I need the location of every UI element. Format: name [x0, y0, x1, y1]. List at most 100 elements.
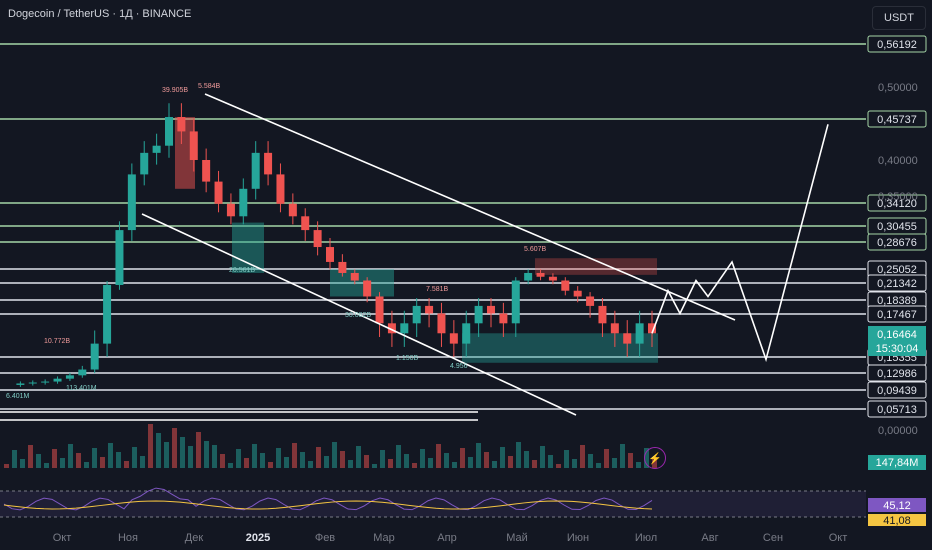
- volume-bar: [396, 445, 401, 468]
- volume-bar: [132, 447, 137, 468]
- volume-bar: [276, 448, 281, 468]
- volume-bar: [508, 456, 513, 468]
- candle-body: [375, 296, 384, 324]
- volume-bar: [244, 458, 249, 468]
- volume-bar: [516, 442, 521, 468]
- volume-bar: [588, 454, 593, 468]
- rsi-label: 45,12: [883, 500, 911, 512]
- volume-bar: [420, 449, 425, 468]
- candle-body: [573, 290, 582, 297]
- volume-bar: [348, 460, 353, 468]
- volume-bar: [84, 462, 89, 468]
- candle-body: [264, 152, 273, 175]
- rsi-line: [3, 487, 653, 511]
- rsi-band: [0, 491, 866, 517]
- candle-body: [16, 383, 25, 385]
- volume-bar: [28, 445, 33, 468]
- price-level-label: 0,09439: [877, 385, 917, 397]
- demand-zone: [232, 222, 264, 273]
- volume-box: [868, 455, 926, 470]
- lightning-icon[interactable]: ⚡: [644, 447, 666, 469]
- volume-bar: [324, 456, 329, 468]
- volume-bar: [316, 447, 321, 468]
- x-tick-label: Апр: [437, 532, 456, 544]
- volume-bar: [356, 446, 361, 468]
- volume-bar: [172, 428, 177, 468]
- candle-body: [635, 323, 644, 344]
- volume-bar: [596, 463, 601, 468]
- y-tick-label: 0,35000: [878, 191, 918, 203]
- candle-body: [65, 375, 74, 379]
- x-tick-label: Окт: [829, 532, 848, 544]
- price-level-box: [867, 35, 927, 53]
- current-price-label: 0,16464: [877, 329, 917, 341]
- volume-bar: [140, 456, 145, 468]
- x-tick-label: 2025: [246, 532, 270, 544]
- y-tick-label: 0,00000: [878, 425, 918, 437]
- price-level-box: [867, 400, 927, 418]
- volume-bar: [572, 459, 577, 468]
- chart-title: Dogecoin / TetherUS · 1Д · BINANCE: [8, 8, 192, 20]
- candle-body: [338, 261, 347, 273]
- candle-body: [425, 305, 434, 314]
- volume-bar: [252, 444, 257, 468]
- candle-body: [363, 280, 372, 297]
- candle-body: [499, 313, 508, 324]
- volume-bar: [564, 450, 569, 468]
- candle-body: [437, 313, 446, 334]
- candle-body: [326, 247, 334, 262]
- currency-button[interactable]: USDT: [872, 6, 926, 30]
- candle-body: [288, 203, 297, 217]
- demand-zone: [330, 269, 394, 297]
- volume-bar: [548, 455, 553, 468]
- volume-bar: [476, 443, 481, 468]
- volume-bar: [484, 452, 489, 468]
- volume-bar: [492, 461, 497, 468]
- x-tick-label: Фев: [315, 532, 335, 544]
- candle-body: [177, 117, 186, 132]
- rsi-ma-box: [868, 514, 926, 526]
- volume-bar: [148, 424, 153, 468]
- x-tick-label: Май: [506, 532, 528, 544]
- candle-body: [127, 174, 136, 231]
- forecast-path: [651, 124, 829, 363]
- x-tick-label: Июл: [635, 532, 657, 544]
- price-level-label: 0,21342: [877, 278, 917, 290]
- volume-bar: [60, 458, 65, 468]
- volume-bar: [116, 452, 121, 468]
- candle-body: [313, 230, 322, 248]
- volume-bar: [124, 461, 129, 468]
- candle-body: [202, 160, 211, 182]
- price-level-box: [867, 305, 927, 323]
- price-level-box: [867, 110, 927, 128]
- volume-bar: [4, 464, 9, 468]
- price-level-label: 0,18389: [877, 295, 917, 307]
- price-level-label: 0,05713: [877, 404, 917, 416]
- x-tick-label: Сен: [763, 532, 783, 544]
- annotation-label: 30.082B: [345, 312, 371, 319]
- volume-bar: [164, 442, 169, 468]
- annotation-label: 4.956: [450, 363, 468, 370]
- candle-body: [115, 230, 124, 285]
- candle-body: [251, 152, 260, 189]
- x-tick-label: Авг: [701, 532, 718, 544]
- volume-bar: [468, 457, 473, 468]
- annotation-label: 39.905B: [162, 87, 188, 94]
- candle-body: [78, 369, 87, 376]
- volume-bar: [380, 450, 385, 468]
- candle-body: [140, 152, 149, 175]
- annotation-label: 10.772B: [44, 338, 70, 345]
- volume-bar: [580, 445, 585, 468]
- volume-bar: [156, 433, 161, 468]
- volume-bar: [220, 454, 225, 468]
- price-level-box: [867, 364, 927, 382]
- supply-zone: [535, 258, 657, 275]
- price-level-label: 0,30455: [877, 221, 917, 233]
- candle-body: [103, 284, 112, 344]
- candle-body: [239, 188, 248, 217]
- volume-bar: [260, 453, 265, 468]
- volume-bar: [404, 454, 409, 468]
- candle-body: [412, 305, 421, 324]
- annotation-label: 1.150B: [396, 355, 419, 362]
- countdown-label: 15:30:04: [876, 343, 919, 355]
